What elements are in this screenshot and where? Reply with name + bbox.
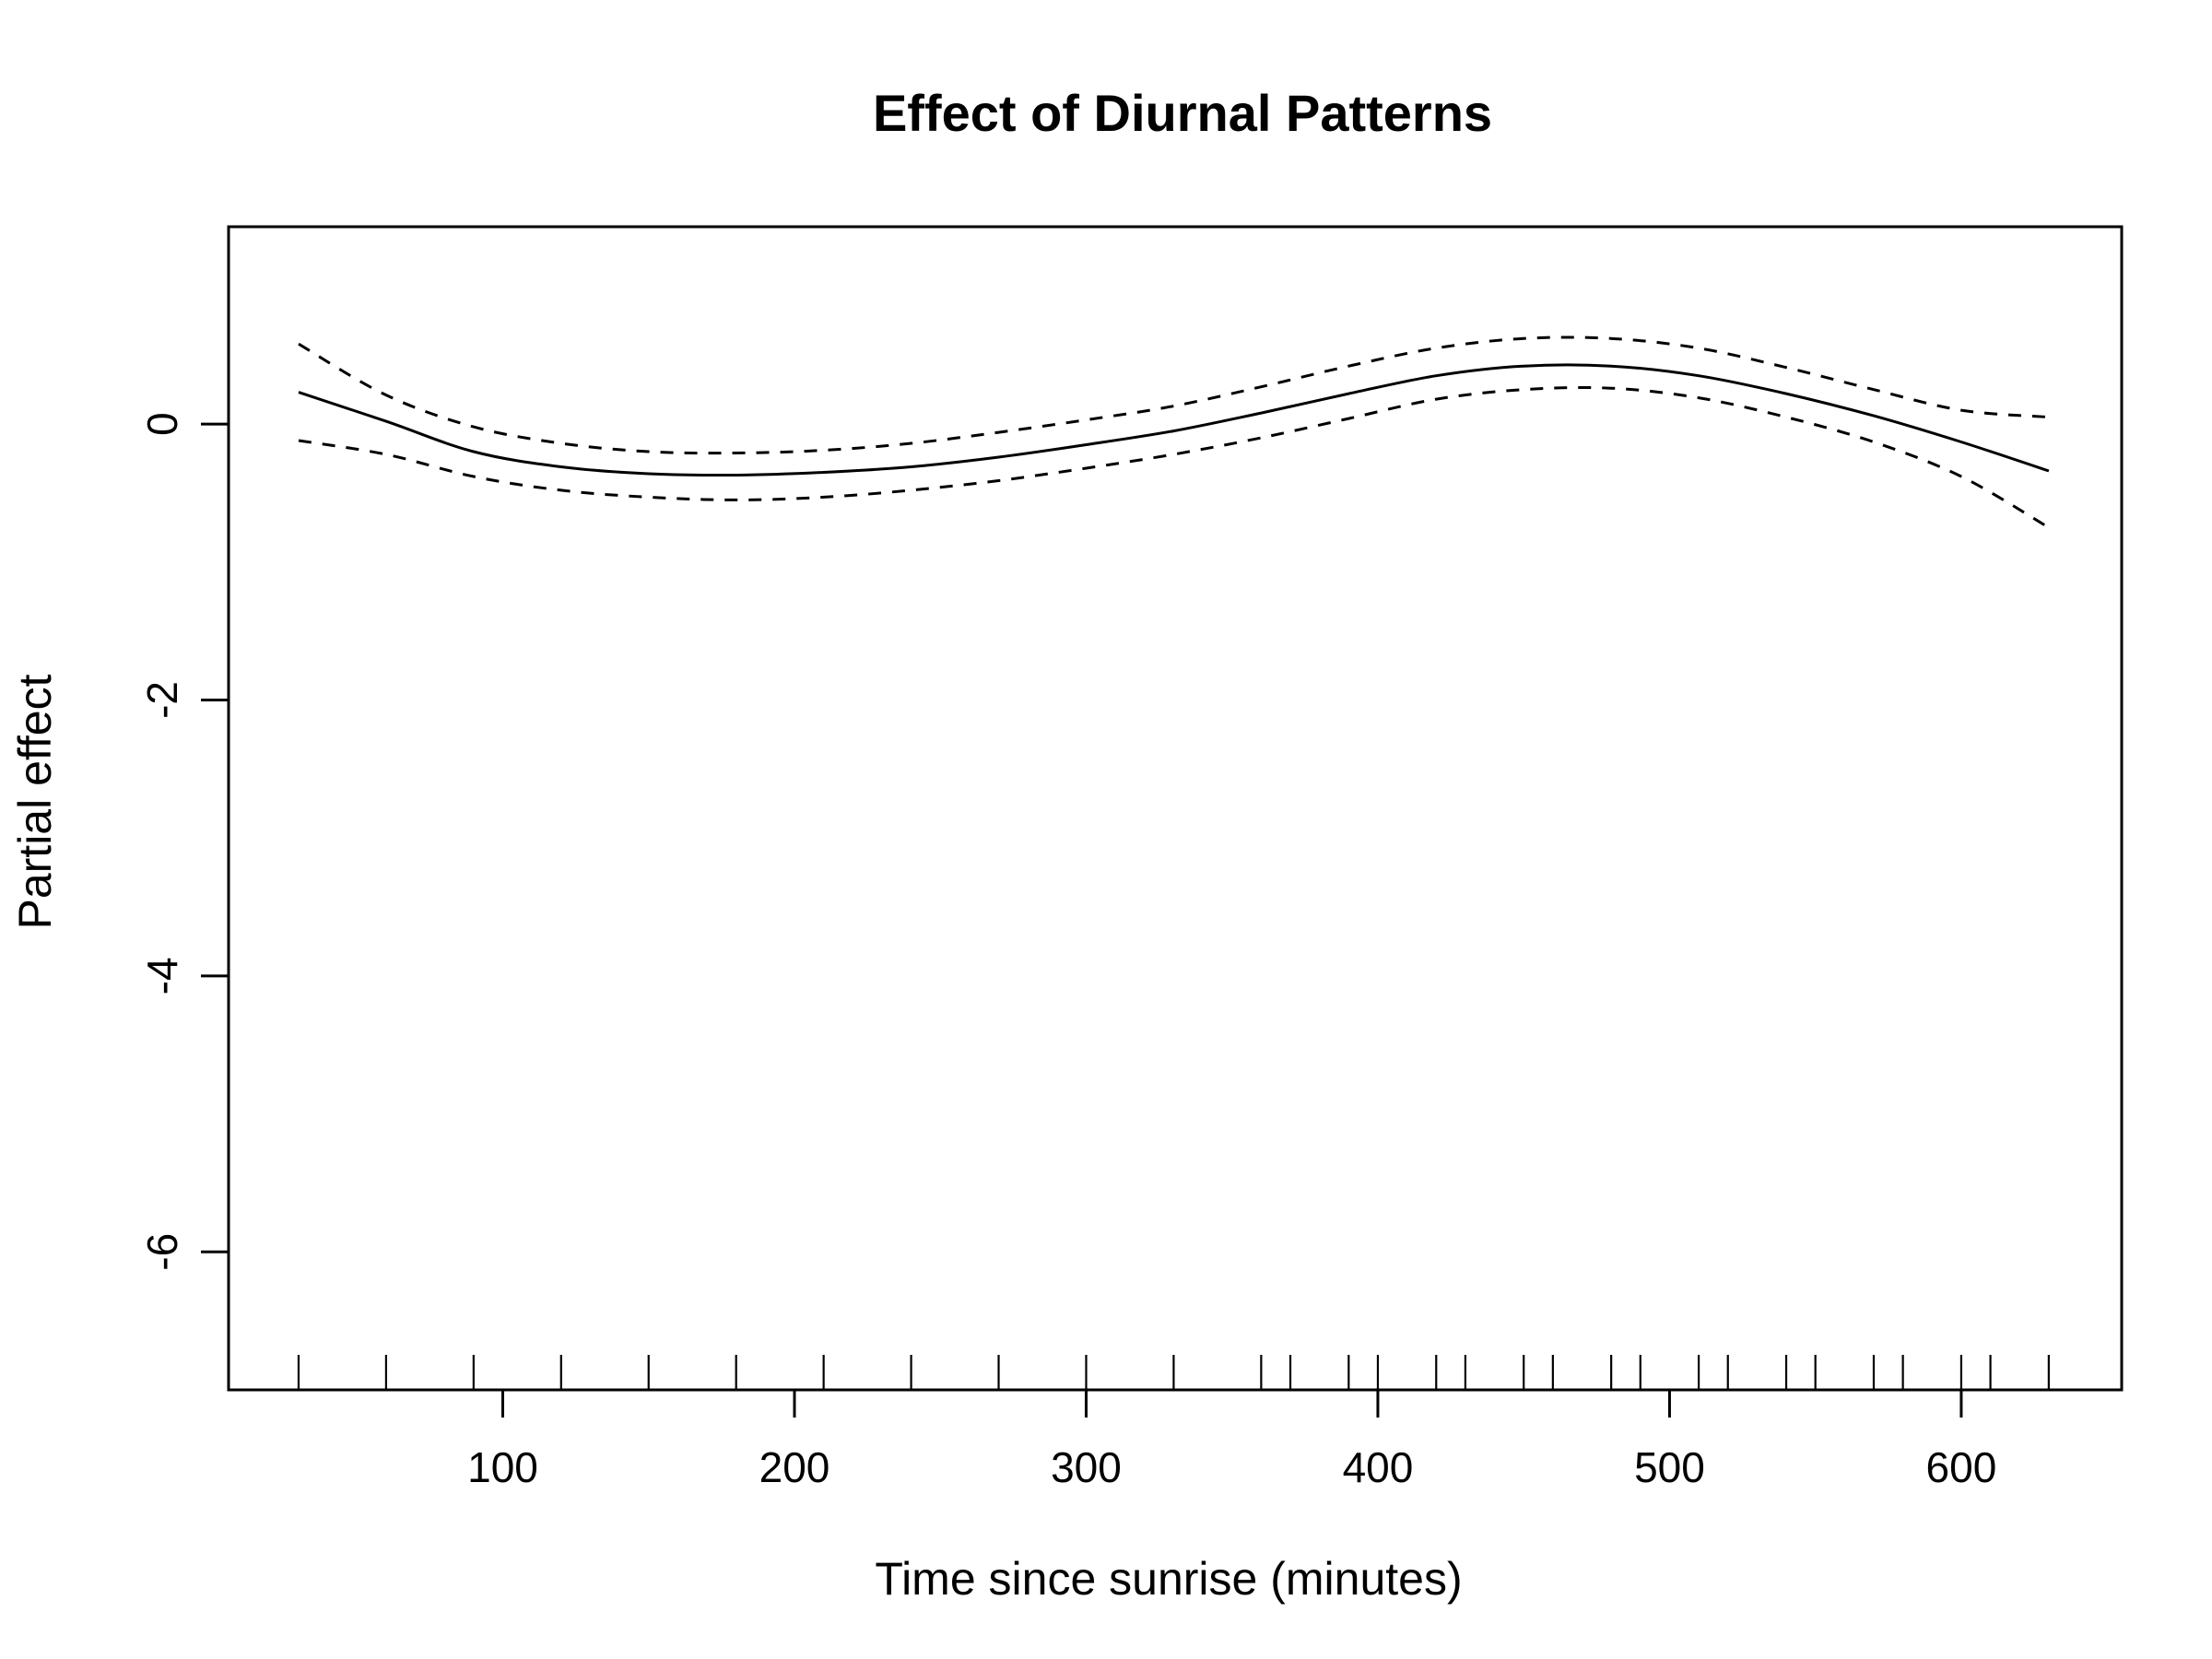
- x-tick-label: 100: [467, 1443, 538, 1491]
- y-tick-label: -2: [138, 681, 186, 719]
- x-tick-label: 400: [1343, 1443, 1414, 1491]
- upper-confidence-line: [298, 335, 2050, 455]
- x-tick-label: 200: [759, 1443, 830, 1491]
- estimate-line: [298, 363, 2050, 477]
- lower-confidence-line: [298, 385, 2050, 529]
- x-tick-label: 600: [1926, 1443, 1997, 1491]
- y-tick-label: 0: [138, 412, 186, 436]
- y-axis-label: Partial effect: [9, 674, 61, 929]
- x-tick-label: 500: [1634, 1443, 1705, 1491]
- y-tick-label: -6: [138, 1233, 186, 1271]
- x-tick-label: 300: [1051, 1443, 1122, 1491]
- x-axis-label: Time since sunrise (minutes): [875, 1553, 1462, 1605]
- y-tick-label: -4: [138, 957, 186, 994]
- plot-frame: [227, 225, 2124, 1392]
- plot-area: 100 200 300 400 500 600 0 -2 -4 -6: [138, 225, 2124, 1491]
- chart-title: Effect of Diurnal Patterns: [873, 84, 1492, 142]
